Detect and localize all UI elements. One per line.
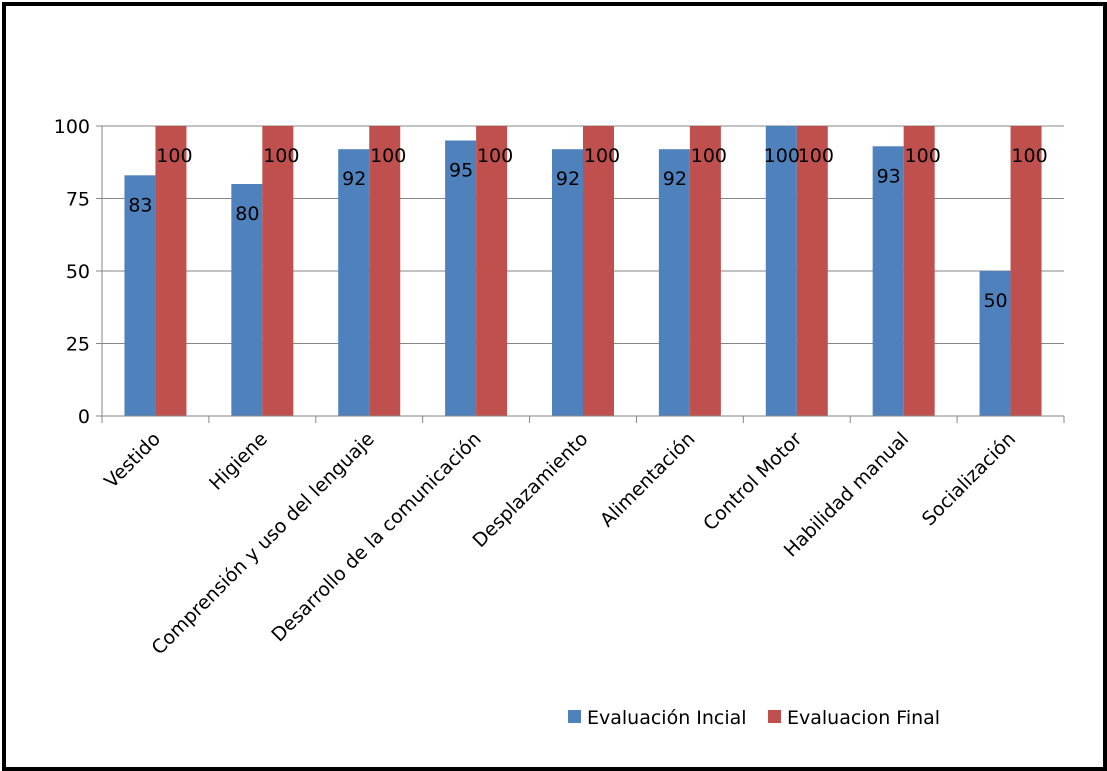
axes <box>96 125 1065 423</box>
bar-initial <box>552 149 583 416</box>
legend: Evaluación Incial Evaluacion Final <box>568 707 940 729</box>
bar-initial <box>658 149 690 416</box>
bar-initial <box>338 149 370 416</box>
bar-final <box>476 126 508 416</box>
x-tick-label: Control Motor <box>699 428 806 535</box>
bar-initial <box>445 140 477 416</box>
bar-initial <box>124 175 156 416</box>
legend-label-final: Evaluacion Final <box>787 707 940 729</box>
bar-final <box>262 126 294 416</box>
bar-initial <box>765 126 797 416</box>
legend-swatch-initial <box>568 710 581 723</box>
bar-initial <box>979 271 1011 416</box>
data-label: 100 <box>798 145 834 167</box>
y-tick-label: 50 <box>66 261 90 283</box>
y-tick-label: 25 <box>66 334 90 356</box>
x-tick-label: Socialización <box>918 428 1020 530</box>
data-label: 100 <box>370 145 406 167</box>
bar-final <box>1010 126 1042 416</box>
data-label: 92 <box>342 168 366 190</box>
bar-initial <box>231 184 263 416</box>
y-tick-label: 75 <box>66 189 90 211</box>
x-tick-label: Vestido <box>100 428 165 493</box>
x-tick-label: Desplazamiento <box>468 428 592 552</box>
y-tick-label: 100 <box>54 116 90 138</box>
bar-final <box>903 126 935 416</box>
x-tick-label: Comprensión y uso del lenguaje <box>147 428 378 659</box>
bar-final <box>369 126 401 416</box>
bars <box>124 126 1042 417</box>
data-label: 100 <box>584 145 620 167</box>
x-tick-label: Desarrollo de la comunicación <box>267 428 485 646</box>
bar-final <box>689 126 721 416</box>
bar-final <box>796 126 828 416</box>
x-tick-label: Higiene <box>205 428 272 495</box>
x-tick-label: Alimentación <box>596 428 699 531</box>
data-label: 92 <box>663 168 687 190</box>
data-label: 93 <box>877 165 901 187</box>
data-label: 100 <box>764 145 800 167</box>
legend-swatch-final <box>768 710 781 723</box>
data-label: 100 <box>905 145 941 167</box>
bar-final <box>155 126 187 416</box>
data-label: 95 <box>449 160 473 182</box>
data-label: 50 <box>983 290 1007 312</box>
legend-label-initial: Evaluación Incial <box>587 707 747 729</box>
data-label: 83 <box>128 194 152 216</box>
y-tick-label: 0 <box>78 406 90 428</box>
data-label: 100 <box>263 145 299 167</box>
data-label: 80 <box>235 203 259 225</box>
y-tick-labels: 0 25 50 75 100 <box>54 116 90 428</box>
data-label: 100 <box>691 145 727 167</box>
data-label: 92 <box>556 168 580 190</box>
bar-initial <box>872 146 904 417</box>
data-label: 100 <box>156 145 192 167</box>
bar-final <box>583 126 614 416</box>
data-label: 100 <box>477 145 513 167</box>
data-label: 100 <box>1011 145 1047 167</box>
